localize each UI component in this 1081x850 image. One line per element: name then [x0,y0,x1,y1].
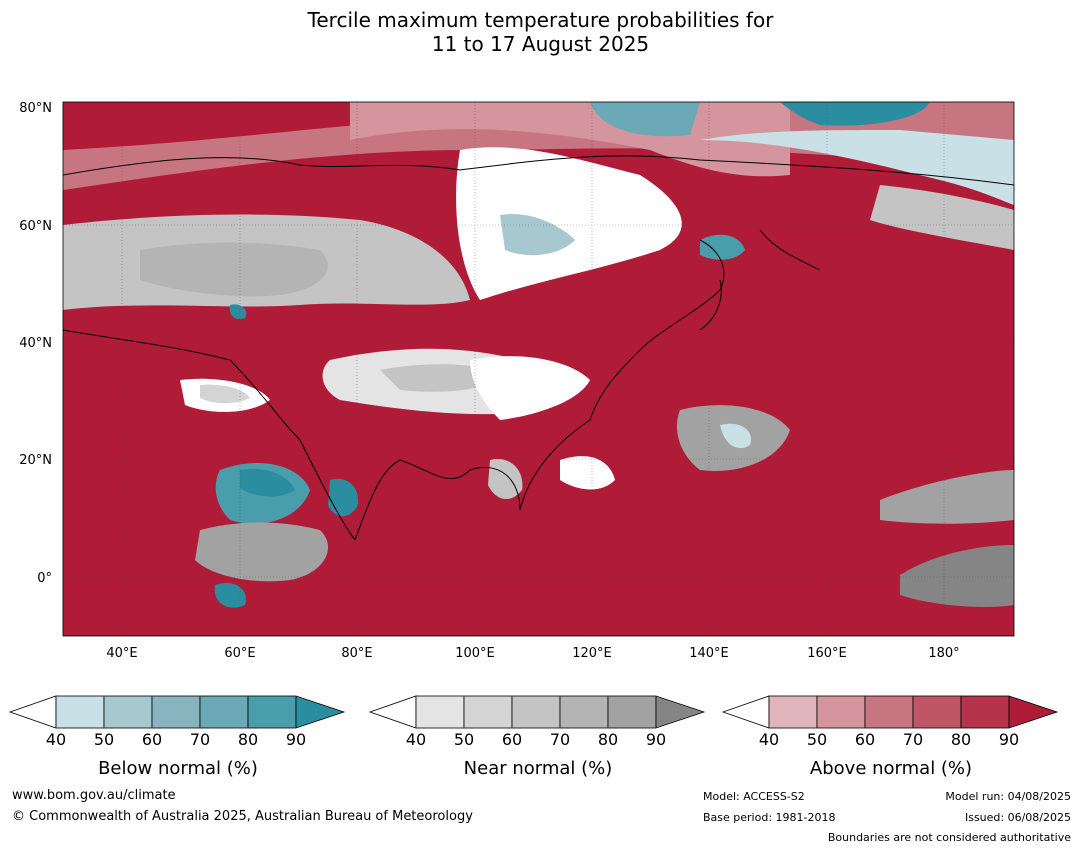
map-frame [62,101,1015,637]
colorbar-tick-label: 90 [286,730,306,749]
colorbar-tick-label: 40 [406,730,426,749]
colorbar-tick-label: 50 [454,730,474,749]
south-china-white [560,456,615,490]
colorbar-right-extension [295,695,346,729]
near-normal-label: Near normal (%) [463,758,613,779]
colorbar-tick-label: 60 [502,730,522,749]
colorbar-left-extension [721,695,770,729]
website-link[interactable]: www.bom.gov.au/climate [12,788,176,803]
base-period-text: Base period: 1981-2018 [703,811,836,824]
colorbar-segment [511,695,561,729]
colorbar-tick-label: 60 [855,730,875,749]
colorbar-tick-label: 70 [190,730,210,749]
lon-label: 60°E [224,646,255,661]
siberia-white [456,147,682,300]
above-normal-label: Above normal (%) [809,758,973,779]
lon-label: 80°E [341,646,372,661]
iran-grey [200,384,250,404]
colorbar-segment [415,695,465,729]
south-asia-coast [354,239,725,541]
below-normal-label: Below normal (%) [98,758,258,779]
japan-coast [699,279,722,331]
lat-label: 60°N [19,219,52,234]
colorbar-segment [55,695,105,729]
bay-of-bengal-teal [328,478,359,517]
colorbar-segment [199,695,249,729]
east-siberia-light-blue [700,130,1014,205]
gridlines [63,102,1014,636]
copyright-text: © Commonwealth of Australia 2025, Austra… [12,809,473,824]
somali-teal [214,582,246,608]
above-normal-colorbar: 40 50 60 70 80 90 [721,695,1059,749]
colorbar-segment [103,695,153,729]
west-asia-coast [63,329,356,541]
colorbar-tick-label: 70 [903,730,923,749]
colorbar-tick-label: 80 [238,730,258,749]
lon-label: 40°E [106,646,137,661]
colorbar-tick-label: 90 [999,730,1019,749]
pacific-grey-2 [880,470,1014,524]
colorbar-left-extension [8,695,57,729]
near-normal-colorbar: 40 50 60 70 80 90 [368,695,706,749]
arctic-teal-1 [590,102,700,137]
lon-label: 140°E [689,646,729,661]
central-asia-grey-dark [140,242,328,297]
model-text: Model: ACCESS-S2 [703,790,805,803]
colorbar-segment [816,695,866,729]
colorbar-segment [559,695,609,729]
china-white [470,356,590,420]
colorbar-tick-label: 70 [550,730,570,749]
east-siberia-grey [870,185,1014,250]
map-title: Tercile maximum temperature probabilitie… [0,8,1081,56]
kamchatka-coast [759,229,821,271]
pacific-blue-spot [720,423,751,449]
colorbar-segment [607,695,657,729]
lat-label: 20°N [19,453,52,468]
colorbar-tick-label: 80 [951,730,971,749]
axis-labels: 80°N 60°N 40°N 20°N 0° 40°E 60°E 80°E 10… [19,101,959,661]
colorbar-tick-label: 40 [759,730,779,749]
baikal-blue [500,214,575,256]
lat-label: 80°N [19,101,52,116]
colorbar-tick-label: 40 [46,730,66,749]
arabian-sea-teal-dark [240,468,295,497]
map-fields [63,102,1014,636]
colorbar-segment [768,695,818,729]
lon-label: 120°E [572,646,612,661]
arctic-teal-2 [780,102,930,126]
colorbar-segment [912,695,962,729]
colorbar-tick-label: 50 [94,730,114,749]
coastlines [63,155,1014,541]
issued-text: Issued: 06/08/2025 [964,811,1071,824]
lon-label: 100°E [455,646,495,661]
colorbar-tick-label: 60 [142,730,162,749]
probability-map: 80°N 60°N 40°N 20°N 0° 40°E 60°E 80°E 10… [19,101,1015,661]
title-line-1: Tercile maximum temperature probabilitie… [307,8,774,32]
colorbar-segment [960,695,1010,729]
balkhash-teal [229,304,247,320]
lon-label: 180° [928,646,959,661]
colorbar-segment [151,695,201,729]
disclaimer-text: Boundaries are not considered authoritat… [827,831,1071,844]
colorbar-right-extension [655,695,706,729]
colorbar-tick-label: 90 [646,730,666,749]
colorbar-tick-label: 80 [598,730,618,749]
lat-label: 40°N [19,336,52,351]
colorbar-right-extension [1008,695,1059,729]
title-line-2: 11 to 17 August 2025 [431,32,650,56]
pacific-grey-3 [900,545,1014,607]
arctic-coast [63,155,1014,186]
lat-label: 0° [37,571,52,586]
lon-label: 160°E [807,646,847,661]
colorbar-tick-label: 50 [807,730,827,749]
tibet-grey [380,364,500,392]
model-run-text: Model run: 04/08/2025 [945,790,1071,803]
colorbar-segment [247,695,297,729]
colorbar-left-extension [368,695,417,729]
below-normal-colorbar: 40 50 60 70 80 90 [8,695,346,749]
somali-grey [195,522,329,582]
colorbar-segment [463,695,513,729]
colorbar-segment [864,695,914,729]
okhotsk-teal [700,234,745,260]
